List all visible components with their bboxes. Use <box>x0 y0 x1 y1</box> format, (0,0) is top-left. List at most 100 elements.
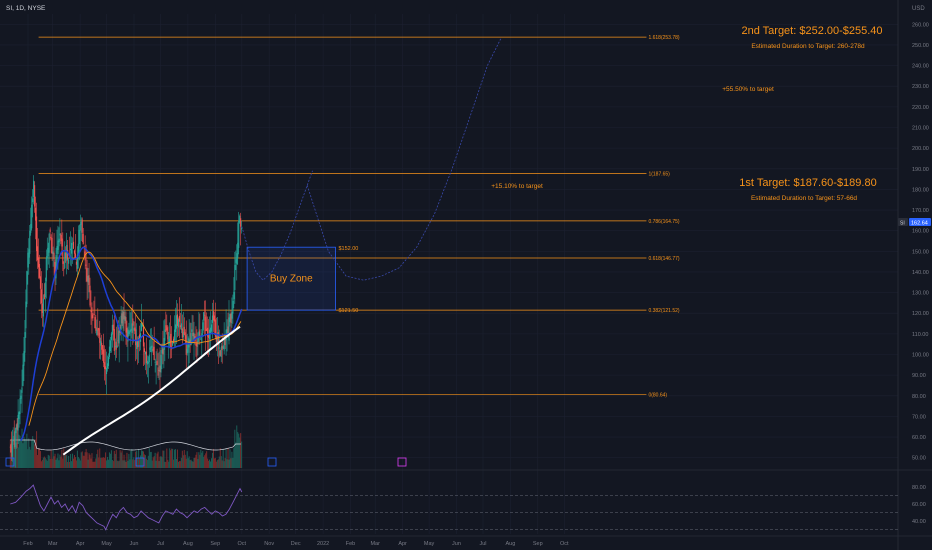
volume-bar <box>157 451 159 468</box>
volume-bar <box>154 452 156 468</box>
candle-body <box>39 276 42 289</box>
price-tick-label: 100.00 <box>912 353 929 359</box>
volume-bar <box>91 453 93 468</box>
volume-bar <box>181 450 183 468</box>
volume-ma-line <box>10 439 241 451</box>
volume-bar <box>189 460 191 468</box>
candle-body <box>57 240 59 250</box>
candle-body <box>93 314 95 315</box>
buy-zone-label: Buy Zone <box>270 274 313 285</box>
price-tick-label: 260.00 <box>912 22 929 28</box>
candle-body <box>41 303 43 314</box>
volume-bar <box>209 459 211 468</box>
volume-bar <box>232 457 234 468</box>
volume-bar <box>206 451 208 468</box>
currency-label: USD <box>912 6 925 12</box>
fib-label: 1(187.65) <box>648 172 670 178</box>
price-tick-label: 130.00 <box>912 291 929 297</box>
candle-body <box>195 343 197 346</box>
price-tick-label: 150.00 <box>912 249 929 255</box>
candle-body <box>30 224 32 233</box>
last-price-badge: 162.64 <box>909 218 931 227</box>
candle-body <box>231 312 233 319</box>
candle-body <box>82 233 84 245</box>
candle-body <box>31 204 33 229</box>
volume-bar <box>127 460 129 468</box>
volume-bar <box>178 461 180 468</box>
volume-bar <box>213 458 215 468</box>
volume-bar <box>46 460 48 468</box>
candle-body <box>202 322 204 334</box>
candle-body <box>227 326 229 336</box>
rsi-axis: 40.00 60.00 80.00 <box>912 485 926 525</box>
volume-bar <box>33 440 35 468</box>
candle-body <box>54 262 56 277</box>
candle-body <box>174 324 177 333</box>
price-tick-label: 120.00 <box>912 311 929 317</box>
fib-label: 0.786(164.75) <box>648 219 679 225</box>
event-markers[interactable] <box>5 457 407 467</box>
volume-bar <box>221 460 223 468</box>
candle-body <box>122 311 124 329</box>
time-tick-label: Jun <box>130 541 139 547</box>
candle-body <box>79 224 81 231</box>
candle-body <box>203 312 205 321</box>
price-tick-label: 110.00 <box>912 332 928 338</box>
volume-bar <box>169 448 171 468</box>
volume-bar <box>133 457 135 468</box>
volume-bar <box>16 442 18 468</box>
volume-bar <box>64 455 66 468</box>
volume-bar <box>161 457 163 468</box>
time-tick-label: Mar <box>370 541 380 547</box>
candle-body <box>133 328 135 331</box>
volume-bar <box>115 449 117 468</box>
candle-body <box>92 315 94 319</box>
candle-body <box>220 347 222 357</box>
candle-body <box>101 342 103 350</box>
volume-bar <box>24 438 26 468</box>
volume-bar <box>220 456 222 468</box>
candle-body <box>149 347 151 350</box>
volume-bar <box>155 460 157 468</box>
volume-bar <box>60 456 62 468</box>
volume-bar <box>17 447 19 468</box>
volume-bar <box>25 440 27 468</box>
price-tick-label: 60.00 <box>912 435 926 441</box>
volume-bar <box>230 458 232 468</box>
candle-body <box>161 346 163 354</box>
volume-bar <box>55 459 57 468</box>
candle-body <box>232 300 234 314</box>
candle-body <box>106 363 109 369</box>
volume-bar <box>122 460 124 468</box>
candle-body <box>198 331 200 338</box>
volume-bar <box>68 455 70 468</box>
volume-bar <box>239 437 241 468</box>
target-note: Estimated Duration to Target: 260-278d <box>751 43 865 50</box>
time-axis[interactable]: Feb Mar Apr May Jun Jul Aug Sep Oct Nov Dec 2022 Feb… <box>23 541 569 547</box>
volume-bar <box>110 450 112 468</box>
time-tick-label: Oct <box>238 541 247 547</box>
volume-bar <box>190 459 192 468</box>
candle-body <box>81 219 83 233</box>
price-axis[interactable]: 50.00 60.00 70.00 80.00 90.00 100.00 110.00 120… <box>912 22 929 461</box>
volume-bar <box>66 455 68 468</box>
volume-bar <box>167 459 169 468</box>
candle-body <box>175 315 178 329</box>
candle-body <box>235 259 237 263</box>
candle-body <box>114 345 116 348</box>
candle-body <box>145 351 147 364</box>
candle-body <box>11 440 13 457</box>
candle-body <box>33 180 35 198</box>
candle-body <box>132 318 134 326</box>
volume-bar <box>240 433 242 468</box>
candle-body <box>53 252 55 260</box>
volume-bar <box>184 454 186 468</box>
volume-bar <box>63 448 65 468</box>
time-tick-label: Jul <box>157 541 164 547</box>
candle-body <box>230 313 232 324</box>
volume-bar <box>163 450 165 468</box>
buy-zone[interactable]: Buy Zone $152.00 $121.50 <box>246 246 358 314</box>
time-tick-label: Oct <box>560 541 569 547</box>
volume-bar <box>204 455 206 468</box>
